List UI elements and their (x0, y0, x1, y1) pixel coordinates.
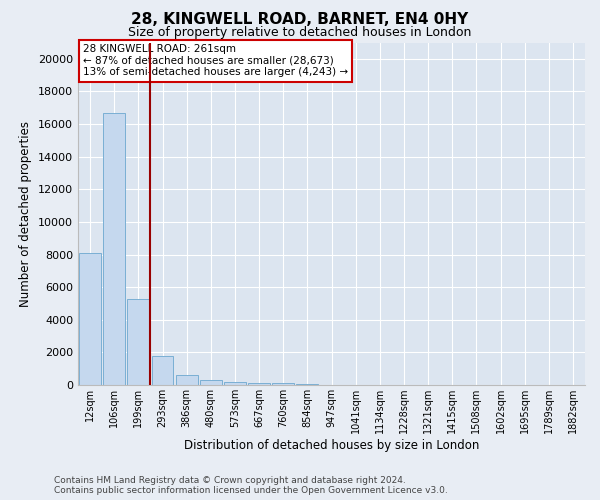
Bar (200, 380, 221, 385)
Text: 28, KINGWELL ROAD, BARNET, EN4 0HY: 28, KINGWELL ROAD, BARNET, EN4 0HY (131, 12, 469, 28)
Bar (272, 383, 294, 385)
Bar (79, 253, 101, 385)
Bar (224, 382, 246, 385)
Bar (152, 356, 173, 385)
Bar (296, 384, 318, 385)
Y-axis label: Number of detached properties: Number of detached properties (19, 120, 32, 306)
Text: Contains HM Land Registry data © Crown copyright and database right 2024.
Contai: Contains HM Land Registry data © Crown c… (54, 476, 448, 495)
Bar (127, 298, 149, 385)
Bar (103, 112, 125, 385)
Text: Size of property relative to detached houses in London: Size of property relative to detached ho… (128, 26, 472, 39)
X-axis label: Distribution of detached houses by size in London: Distribution of detached houses by size … (184, 439, 479, 452)
Text: 28 KINGWELL ROAD: 261sqm
← 87% of detached houses are smaller (28,673)
13% of se: 28 KINGWELL ROAD: 261sqm ← 87% of detach… (83, 44, 348, 78)
Bar (248, 382, 270, 385)
Bar (176, 375, 197, 385)
